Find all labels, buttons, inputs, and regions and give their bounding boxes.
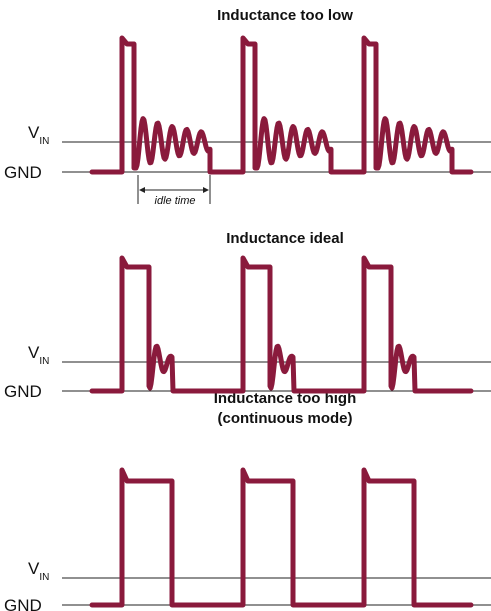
vin-main: V	[28, 343, 40, 362]
vin-label: VIN	[28, 123, 49, 147]
panel-title: Inductance too high	[214, 390, 357, 407]
waveform	[89, 35, 474, 175]
vin-sub: IN	[39, 572, 49, 583]
vin-main: V	[28, 123, 40, 142]
waveform	[89, 255, 474, 394]
panel-title: Inductance too low	[217, 7, 353, 24]
arrow-head	[203, 187, 209, 193]
gnd-label: GND	[4, 163, 42, 182]
panel-title: Inductance ideal	[226, 230, 344, 247]
vin-label: VIN	[28, 343, 49, 367]
gnd-label: GND	[4, 382, 42, 401]
annotation: idle time	[155, 195, 196, 207]
vin-sub: IN	[39, 136, 49, 147]
panel-title: (continuous mode)	[218, 410, 353, 427]
vin-sub: IN	[39, 356, 49, 367]
vin-main: V	[28, 559, 40, 578]
arrow-head	[139, 187, 145, 193]
gnd-label: GND	[4, 596, 42, 611]
vin-label: VIN	[28, 559, 49, 583]
waveform	[89, 467, 474, 608]
